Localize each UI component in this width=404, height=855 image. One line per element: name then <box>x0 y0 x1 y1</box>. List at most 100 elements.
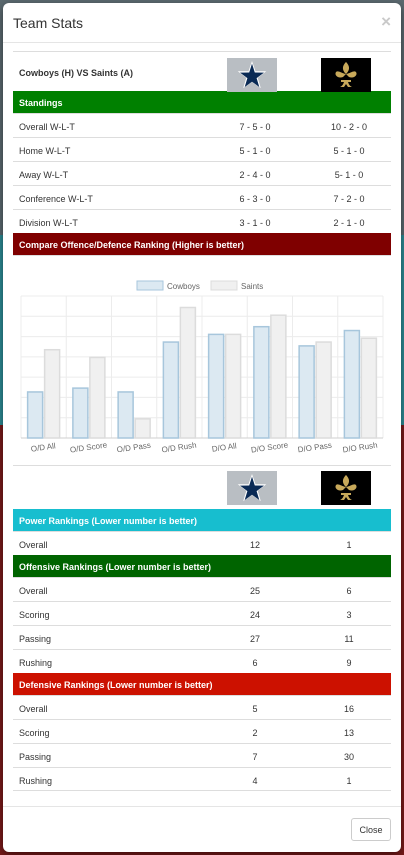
cowboys-value: 7 - 5 - 0 <box>239 122 271 132</box>
bar-cowboys <box>72 387 89 439</box>
row-label: Passing <box>19 752 52 762</box>
bar-cowboys <box>26 391 44 439</box>
cowboys-value: 7 <box>252 752 258 762</box>
table-row: Passing 27 11 <box>13 625 391 649</box>
saints-value: 13 <box>343 728 354 738</box>
table-row: Home W-L-T 5 - 1 - 0 5 - 1 - 0 <box>13 137 391 161</box>
table-row: Overall 5 16 <box>13 695 391 719</box>
legend-label: Cowboys <box>167 282 200 291</box>
table-row: Division W-L-T 3 - 1 - 0 2 - 1 - 0 <box>13 209 391 233</box>
x-tick-label: O/D Score <box>69 440 108 454</box>
defense-header: Defensive Rankings (Lower number is bett… <box>13 673 391 695</box>
modal-footer: Close <box>3 806 401 852</box>
bar-cowboys <box>162 341 180 439</box>
row-label: Rushing <box>19 658 53 668</box>
cowboys-value: 5 - 1 - 0 <box>239 146 271 156</box>
table-row: Conference W-L-T 6 - 3 - 0 7 - 2 - 0 <box>13 185 391 209</box>
saints-value: 1 <box>346 540 352 550</box>
table-row: Overall 12 1 <box>13 531 391 555</box>
saints-logo-icon <box>321 58 371 92</box>
x-tick-label: D/O Pass <box>297 441 332 455</box>
table-row: Rushing 6 9 <box>13 649 391 673</box>
compare-header: Compare Offence/Defence Ranking (Higher … <box>13 233 391 255</box>
bar-saints <box>89 356 106 439</box>
row-label: Scoring <box>19 610 50 620</box>
row-label: Scoring <box>19 728 50 738</box>
table-row: Overall 25 6 <box>13 577 391 601</box>
cowboys-value: 6 - 3 - 0 <box>239 194 271 204</box>
table-row: Scoring 24 3 <box>13 601 391 625</box>
team-stats-modal: Team Stats × Cowboys (H) VS Saints (A) S… <box>3 3 401 852</box>
saints-value: 1 <box>346 776 352 786</box>
close-button[interactable]: Close <box>351 818 391 841</box>
saints-value: 5 - 1 - 0 <box>333 146 365 156</box>
cowboys-value: 2 <box>252 728 258 738</box>
bar-cowboys <box>253 325 270 439</box>
saints-value: 5- 1 - 0 <box>334 170 364 180</box>
saints-value: 6 <box>346 586 352 596</box>
cowboys-value: 25 <box>249 586 260 596</box>
standings-header: Standings <box>13 91 391 113</box>
bar-saints <box>270 314 287 439</box>
cowboys-value: 27 <box>249 634 260 644</box>
table-row: Scoring 2 13 <box>13 719 391 743</box>
row-label: Overall <box>19 704 48 714</box>
bar-cowboys <box>298 345 315 439</box>
row-label: Conference W-L-T <box>19 194 93 204</box>
compare-chart: Cowboys Saints O/D All O/D Score O/D Pass O/D… <box>13 255 391 465</box>
table-row: Rushing 4 1 <box>13 767 391 791</box>
row-label: Home W-L-T <box>19 146 71 156</box>
saints-value: 10 - 2 - 0 <box>330 122 368 132</box>
row-label: Overall W-L-T <box>19 122 75 132</box>
x-tick-label: D/O Rush <box>342 441 378 455</box>
table-row: Passing 7 30 <box>13 743 391 767</box>
matchup-title: Cowboys (H) VS Saints (A) <box>19 68 134 78</box>
table-row: Overall W-L-T 7 - 5 - 0 10 - 2 - 0 <box>13 113 391 137</box>
legend-swatch <box>136 280 164 291</box>
matchup-header: Cowboys (H) VS Saints (A) <box>13 51 391 92</box>
bar-cowboys <box>117 391 134 439</box>
modal-title: Team Stats <box>13 15 84 31</box>
logo-row <box>13 465 391 509</box>
x-tick-label: O/D Pass <box>116 441 151 455</box>
saints-value: 2 - 1 - 0 <box>333 218 365 228</box>
table-row: Away W-L-T 2 - 4 - 0 5- 1 - 0 <box>13 161 391 185</box>
saints-logo-icon <box>321 471 371 505</box>
legend-label: Saints <box>241 282 263 291</box>
row-label: Away W-L-T <box>19 170 69 180</box>
standings-table: Overall W-L-T 7 - 5 - 0 10 - 2 - 0 Home W-… <box>13 113 391 233</box>
bar-saints <box>315 341 332 439</box>
saints-value: 16 <box>343 704 354 714</box>
bar-saints <box>224 333 242 439</box>
cowboys-value: 5 <box>252 704 258 714</box>
row-label: Overall <box>19 540 48 550</box>
offense-header: Offensive Rankings (Lower number is bett… <box>13 555 391 577</box>
modal-body: Cowboys (H) VS Saints (A) Standings Over… <box>13 51 391 791</box>
bar-saints <box>360 337 378 439</box>
cowboys-value: 6 <box>252 658 258 668</box>
x-tick-label: O/D Rush <box>161 441 197 455</box>
cowboys-value: 4 <box>252 776 258 786</box>
row-label: Overall <box>19 586 48 596</box>
x-tick-label: D/O Score <box>250 440 289 454</box>
bar-cowboys <box>207 333 225 439</box>
x-tick-label: O/D All <box>30 441 56 453</box>
x-tick-label: D/O All <box>211 441 237 453</box>
compare-chart-svg: Cowboys Saints O/D All O/D Score O/D Pass O/D… <box>20 280 384 455</box>
bar-cowboys <box>343 329 361 439</box>
close-icon[interactable]: × <box>381 12 391 31</box>
bar-saints <box>179 306 197 439</box>
bar-saints <box>43 348 61 439</box>
saints-value: 30 <box>343 752 354 762</box>
cowboys-logo-icon <box>227 471 277 505</box>
row-label: Rushing <box>19 776 53 786</box>
modal-header: Team Stats × <box>3 3 401 43</box>
row-label: Passing <box>19 634 52 644</box>
power-header: Power Rankings (Lower number is better) <box>13 509 391 531</box>
row-label: Division W-L-T <box>19 218 78 228</box>
cowboys-value: 24 <box>249 610 260 620</box>
legend-swatch <box>210 280 238 291</box>
cowboys-value: 2 - 4 - 0 <box>239 170 271 180</box>
bar-saints <box>134 418 151 439</box>
cowboys-logo-icon <box>227 58 277 92</box>
